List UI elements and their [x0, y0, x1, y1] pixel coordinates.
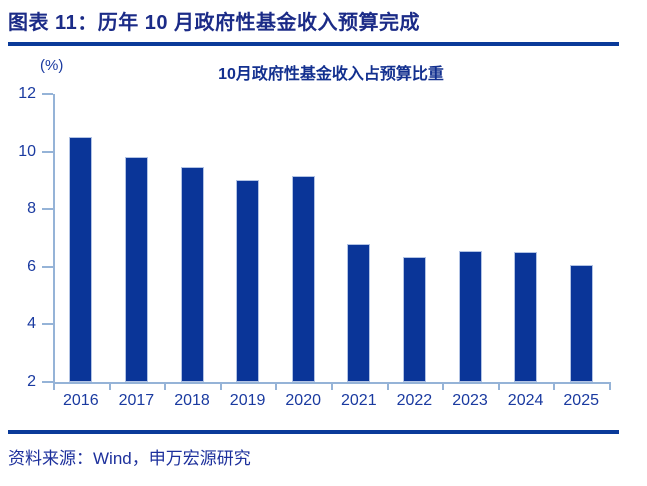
- y-tick-label: 10: [18, 142, 36, 160]
- bar-2022: [402, 256, 426, 382]
- y-tick-label: 6: [27, 257, 36, 275]
- y-tick-label: 2: [27, 373, 36, 390]
- x-tick-mark: [609, 384, 611, 390]
- bar-2019: [236, 180, 260, 382]
- y-tick-label: 4: [27, 315, 36, 333]
- data-source-note: 资料来源：Wind，申万宏源研究: [8, 449, 251, 468]
- x-tick-mark: [442, 384, 445, 390]
- x-axis-line: [53, 382, 611, 384]
- figure-caption: 图表 11：历年 10 月政府性基金收入预算完成: [8, 12, 421, 34]
- y-tick-mark: [42, 208, 53, 211]
- x-tick-mark: [497, 384, 500, 390]
- top-divider-rule: [8, 42, 619, 46]
- bar-2021: [347, 243, 371, 382]
- bar-2023: [458, 250, 482, 382]
- bar-2024: [514, 252, 538, 382]
- x-tick-label-2022: 2022: [396, 392, 433, 409]
- x-tick-label-2020: 2020: [285, 392, 321, 409]
- x-tick-mark: [331, 384, 333, 390]
- bar-2018: [180, 167, 204, 382]
- x-tick-mark: [275, 384, 278, 390]
- x-tick-label-2024: 2024: [507, 392, 544, 409]
- chart-title: 10月政府性基金收入占预算比重: [218, 66, 444, 83]
- x-tick-label-2016: 2016: [63, 392, 99, 409]
- bar-2017: [124, 157, 148, 382]
- x-tick-label-2019: 2019: [229, 392, 266, 409]
- y-tick-mark: [42, 323, 53, 326]
- y-tick-mark: [42, 93, 53, 95]
- x-tick-mark: [108, 384, 111, 390]
- y-tick-mark: [42, 381, 53, 383]
- x-tick-mark: [164, 384, 167, 390]
- y-tick-label: 8: [27, 200, 36, 218]
- bar-2020: [291, 176, 315, 382]
- bar-2025: [569, 265, 593, 382]
- x-tick-mark: [386, 384, 389, 390]
- y-tick-label: 12: [18, 85, 36, 102]
- y-tick-mark: [42, 265, 53, 268]
- y-axis-line: [53, 94, 55, 382]
- bottom-divider-rule: [8, 430, 619, 434]
- y-tick-mark: [42, 150, 53, 153]
- x-tick-mark: [553, 384, 556, 390]
- x-tick-label-2021: 2021: [341, 392, 377, 409]
- x-tick-mark: [53, 384, 55, 390]
- x-tick-label-2023: 2023: [452, 392, 488, 409]
- x-tick-label-2025: 2025: [563, 392, 599, 409]
- x-tick-label-2017: 2017: [118, 392, 155, 409]
- y-axis-unit-label: (%): [40, 57, 64, 74]
- bar-2016: [69, 137, 93, 382]
- x-tick-mark: [219, 384, 222, 390]
- x-tick-label-2018: 2018: [174, 392, 210, 409]
